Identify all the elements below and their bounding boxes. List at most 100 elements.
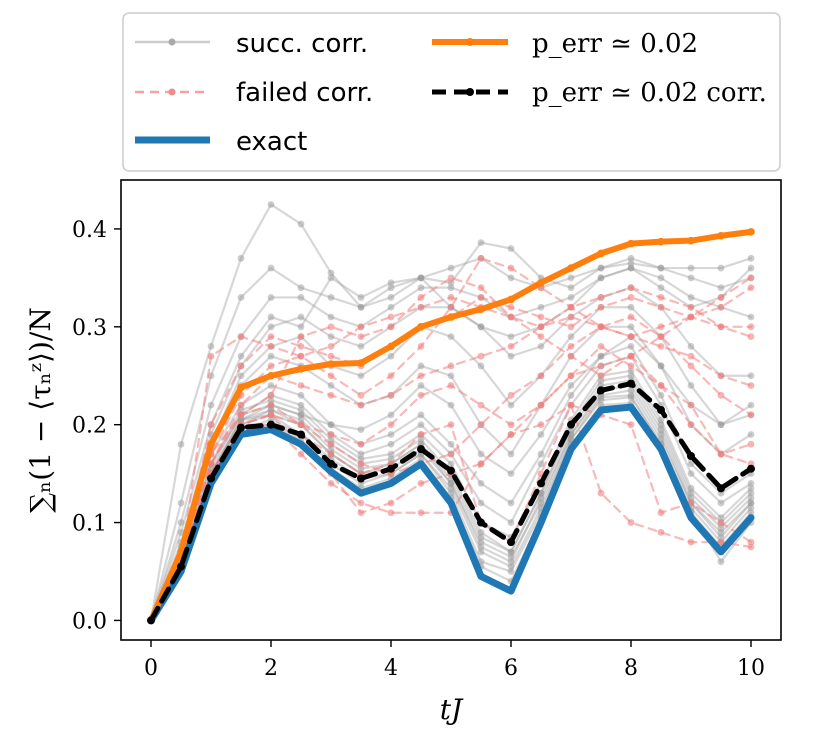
succ-corr-trajectory-9-point [507,450,515,458]
succ-corr-trajectory-6-point [627,387,635,394]
succ-corr-trajectory-8-point [357,465,365,473]
series-exact-point [507,587,515,595]
failed-corr-trajectory-2-point [597,372,605,380]
failed-corr-trajectory-6-point [417,372,425,380]
series-perr-corr-point [717,484,725,493]
succ-corr-trajectory-12-point [657,274,665,282]
succ-corr-trajectory-12-point [207,401,215,409]
series-perr-point [237,383,245,392]
failed-corr-trajectory-7-point [267,411,275,419]
succ-corr-trajectory-13-point [177,499,185,507]
failed-corr-trajectory-7-point [687,401,695,409]
failed-corr-trajectory-8-point [537,323,545,331]
axes: 0 2 4 6 8 10 0.0 0.1 0.2 0.3 0.4 [72,179,782,681]
x-tick-label: 4 [384,656,398,681]
failed-corr-trajectory-9-point [717,538,725,546]
failed-corr-trajectory-0-point [537,313,545,321]
series-exact-point [627,403,635,411]
plot-frame [120,179,782,641]
series-perr-point [447,313,455,321]
plot-area [147,201,755,625]
succ-corr-trajectory-2-point [687,489,695,497]
succ-corr-trajectory-13-point [507,274,515,282]
failed-corr-trajectory-4-point [747,538,755,546]
succ-corr-trajectory-4-point [297,401,305,409]
succ-corr-trajectory-9-point [327,382,335,389]
legend-label-perr: p_err ≃ 0.02 [532,29,698,59]
failed-corr-trajectory-9-point [447,421,455,429]
failed-corr-trajectory-7-point [477,401,485,409]
failed-corr-trajectory-8-point [267,362,275,370]
failed-corr-trajectory-7-point [597,342,605,350]
failed-corr-trajectory-1-line [149,257,753,622]
succ-corr-trajectory-7-point [387,450,395,458]
succ-corr-trajectory-14-point [717,264,725,272]
failed-corr-trajectory-0-point [567,323,575,331]
failed-corr-trajectory-6-point [387,391,395,399]
series-perr-point [297,365,305,373]
succ-corr-trajectory-12-point [267,294,275,301]
succ-corr-trajectory-14-point [357,303,365,311]
succ-corr-trajectory-16-point [357,426,365,433]
succ-corr-trajectory-8-point [687,494,695,502]
succ-corr-trajectory-2-point [597,377,605,385]
x-tick-label: 0 [144,656,158,681]
failed-corr-trajectory-6-point [447,362,455,370]
succ-corr-trajectory-11-point [327,333,335,340]
failed-corr-trajectory-2-point [717,303,725,311]
succ-corr-trajectory-10-point [627,303,635,311]
series-perr-corr-point [537,479,545,488]
succ-corr-trajectory-8-point [267,406,275,414]
failed-corr-trajectory-7-point [327,431,335,438]
failed-corr-trajectory-7-point [297,421,305,429]
failed-corr-trajectory-7-point [657,382,665,389]
succ-corr-trajectory-4-point [537,460,545,468]
succ-corr-trajectory-4-point [387,440,395,448]
succ-corr-trajectory-14-point [747,254,755,262]
series-perr-corr-point [207,474,215,483]
failed-corr-trajectory-1-point [387,372,395,380]
series-perr-point [357,359,365,367]
succ-corr-trajectory-13-point [387,284,395,292]
failed-corr-trajectory-4-point [717,519,725,526]
failed-corr-trajectory-4-point [657,509,665,517]
failed-corr-trajectory-2-point [567,352,575,360]
succ-corr-trajectory-10-point [447,333,455,340]
succ-corr-trajectory-5-point [567,391,575,399]
failed-corr-trajectory-8-point [657,294,665,301]
failed-corr-trajectory-7-point [387,421,395,429]
y-tick-label: 0.1 [72,512,107,537]
succ-corr-trajectory-11-point [747,372,755,380]
x-tick-label: 6 [504,656,518,681]
series-perr-corr-point [327,459,335,468]
succ-corr-trajectory-1-point [657,431,665,438]
failed-corr-trajectory-2-point [357,333,365,340]
succ-corr-trajectory-9-point [267,352,275,360]
series-perr-corr-point [627,379,635,388]
succ-corr-trajectory-13-point [327,294,335,301]
failed-corr-trajectory-3-point [747,440,755,448]
failed-corr-trajectory-8-point [627,284,635,292]
succ-corr-trajectory-16-point [387,411,395,419]
failed-corr-trajectory-6-point [717,372,725,380]
series-exact-point [687,514,695,521]
failed-corr-trajectory-8-point [417,303,425,311]
failed-corr-trajectory-5-point [717,391,725,399]
series-exact-point [297,441,305,448]
failed-corr-trajectory-5-point [657,333,665,340]
legend-label-failed-corr: failed corr. [236,78,373,108]
failed-corr-trajectory-8-point [447,294,455,301]
succ-corr-trajectory-7-point [297,406,305,414]
failed-corr-trajectory-7-point [717,450,725,458]
failed-corr-trajectory-7-point [447,382,455,389]
failed-corr-trajectory-8-point [297,352,305,360]
legend-marker-succ-corr [168,38,176,46]
failed-corr-trajectory-2-point [447,274,455,282]
failed-corr-trajectory-5-point [477,421,485,429]
failed-corr-trajectory-2-point [687,313,695,321]
succ-corr-trajectory-7-point [357,455,365,463]
succ-corr-trajectory-4-point [417,421,425,429]
failed-corr-trajectory-6-point [657,342,665,350]
failed-corr-trajectory-0-point [327,352,335,360]
failed-corr-trajectory-5-point [267,401,275,409]
